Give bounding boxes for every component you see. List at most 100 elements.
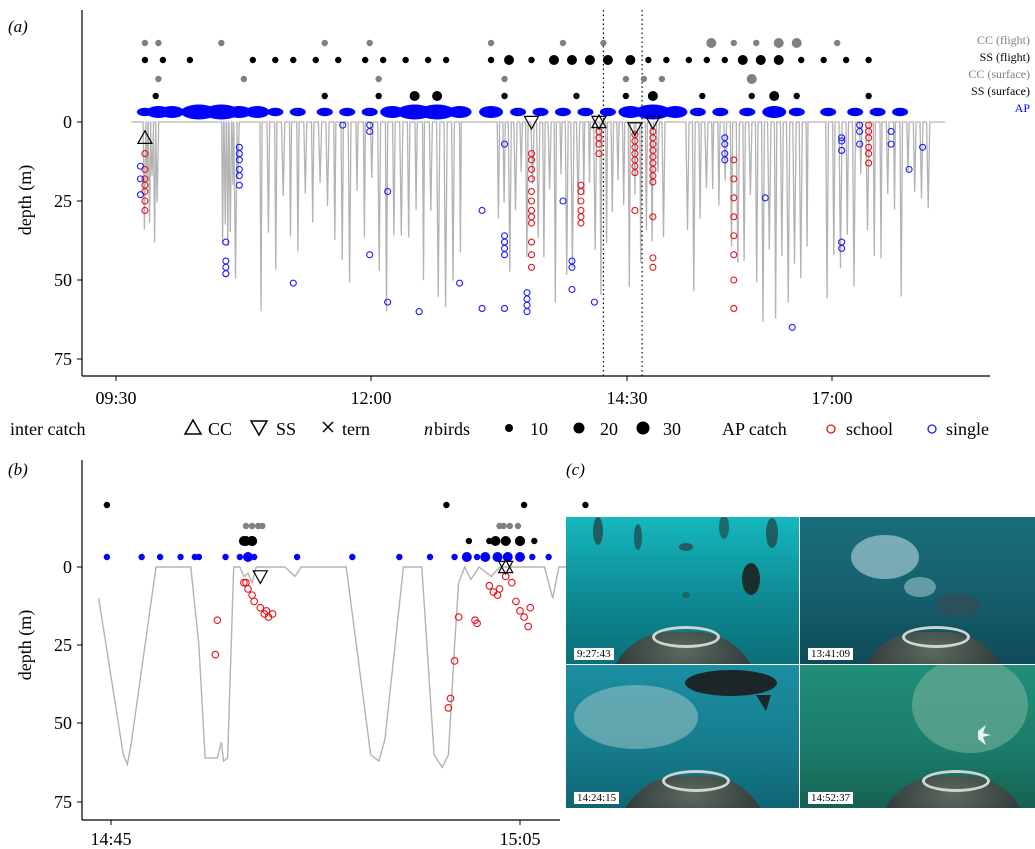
school-catch-6-3 [730,213,738,221]
ss-surface-marker-3 [409,91,420,101]
single-catch-15-3 [721,156,729,164]
single-catch-0-2 [136,191,144,199]
inter-catch-ss-3 [644,115,661,131]
school-catch-0-0 [141,150,149,158]
row-label-cc-flight: CC (flight) [977,33,1030,47]
school-catch-6-7 [730,304,738,312]
school-catch-1-4 [527,187,536,196]
single-catch-18-2 [838,146,846,154]
ss-surface-marker-4 [432,91,443,101]
ss-surface-marker-11 [769,91,780,101]
b-ap-marker-11 [349,553,356,561]
b-school-catch-12 [444,703,453,712]
ap-marker-33 [892,107,909,117]
panel-b-ytick-75: 75 [54,792,72,812]
panel-a-bird-rows [136,38,909,120]
ss-flight-marker-17 [566,55,577,65]
ap-marker-19 [554,107,571,117]
inter-catch-ss-0 [523,115,540,131]
school-catch-6-2 [730,194,738,202]
b-ss-surface-marker-4 [515,536,525,546]
b-school-catch-11 [242,578,250,587]
cc-surface-marker-0 [155,75,162,83]
ss-flight-marker-6 [312,56,319,64]
row-label-ss-flight: SS (flight) [980,50,1030,64]
legend-size-10: 10 [530,419,548,439]
cc-surface-marker-6 [658,75,666,83]
legend-ss-triangle-icon [249,420,269,437]
school-catch-6-1 [730,175,738,183]
dive-trace-line [131,121,945,322]
ss-flight-marker-18 [584,55,595,65]
bait-ball-icon [912,665,1028,753]
ap-marker-11 [361,107,378,117]
panel-b-bird-rows [103,501,589,562]
legend-single-label: single [946,419,989,439]
ap-marker-28 [762,106,787,118]
panel-a-inter-catch [136,113,661,144]
ss-flight-marker-32 [865,56,872,64]
panel-b-x-ticks: 14:45 15:05 [90,820,541,849]
ss-flight-marker-20 [625,55,636,65]
b-ap-marker-0 [103,553,111,561]
cc-surface-marker-5 [640,75,648,83]
b-ap-marker-15 [461,552,472,562]
panel-a-ylabel: depth (m) [15,165,36,235]
b-ap-marker-3 [177,553,184,561]
single-catch-6-0 [384,187,392,196]
single-catch-18-1 [838,244,846,252]
b-ap-marker-13 [426,553,434,561]
b-cc-surface-marker-3 [500,522,507,530]
b-school-catch-5 [250,597,258,606]
single-catch-0-0 [136,162,144,170]
b-school-catch-4 [248,591,256,600]
b-school-catch-24 [512,597,520,606]
panel-b-ytick-0: 0 [63,557,72,577]
b-school-catch-1 [211,650,220,659]
b-ap-marker-18 [492,552,503,562]
single-catch-9-1 [478,304,486,312]
single-catch-11-3 [523,308,531,316]
cc-surface-marker-2 [375,75,382,83]
ss-surface-marker-1 [321,92,328,100]
panel-a-xtick-1430: 14:30 [606,388,647,408]
legend-cc-triangle-icon [183,418,203,435]
school-catch-4-7 [631,206,639,215]
ss-flight-marker-9 [379,56,387,64]
b-inter-catch-ss-1 [497,560,514,576]
ss-flight-marker-13 [487,56,495,64]
b-ap-marker-6 [222,553,229,561]
panel-b-dive-trace [98,565,598,769]
b-cc-surface-marker-0 [242,522,250,530]
b-school-catch-18 [485,581,494,590]
legend: inter catch CC SS tern n birds 10 20 30 … [10,418,989,439]
b-ap-marker-8 [243,552,254,562]
ap-marker-32 [869,107,886,117]
single-catch-20-1 [887,140,895,148]
legend-size-20: 20 [600,419,618,439]
ss-flight-marker-21 [645,56,652,64]
b-school-catch-9 [262,606,271,615]
legend-cc-label: CC [208,419,232,439]
school-catch-3-3 [595,150,603,158]
ss-surface-marker-7 [622,92,630,100]
panel-b-ytick-25: 25 [54,635,72,655]
panel-a-x-ticks: 09:30 12:00 14:30 17:00 [95,376,853,408]
legend-school-icon [826,424,836,434]
b-school-catch-14 [450,657,459,665]
single-catch-10-2 [500,238,509,246]
cc-flight-marker-7 [600,39,607,47]
single-catch-5-1 [366,127,374,136]
school-catch-7-4 [865,150,873,158]
single-catch-18-0 [838,238,846,246]
b-school-catch-21 [495,585,504,593]
bubbles-icon [851,535,980,617]
ap-marker-31 [847,107,864,117]
ss-surface-marker-6 [573,92,580,100]
single-catch-6-1 [384,298,392,306]
single-catch-12-0 [559,197,567,205]
single-catch-5-0 [366,121,374,129]
ss-flight-marker-25 [721,56,728,64]
school-catch-5-9 [649,213,657,221]
b-ap-marker-21 [529,553,536,561]
